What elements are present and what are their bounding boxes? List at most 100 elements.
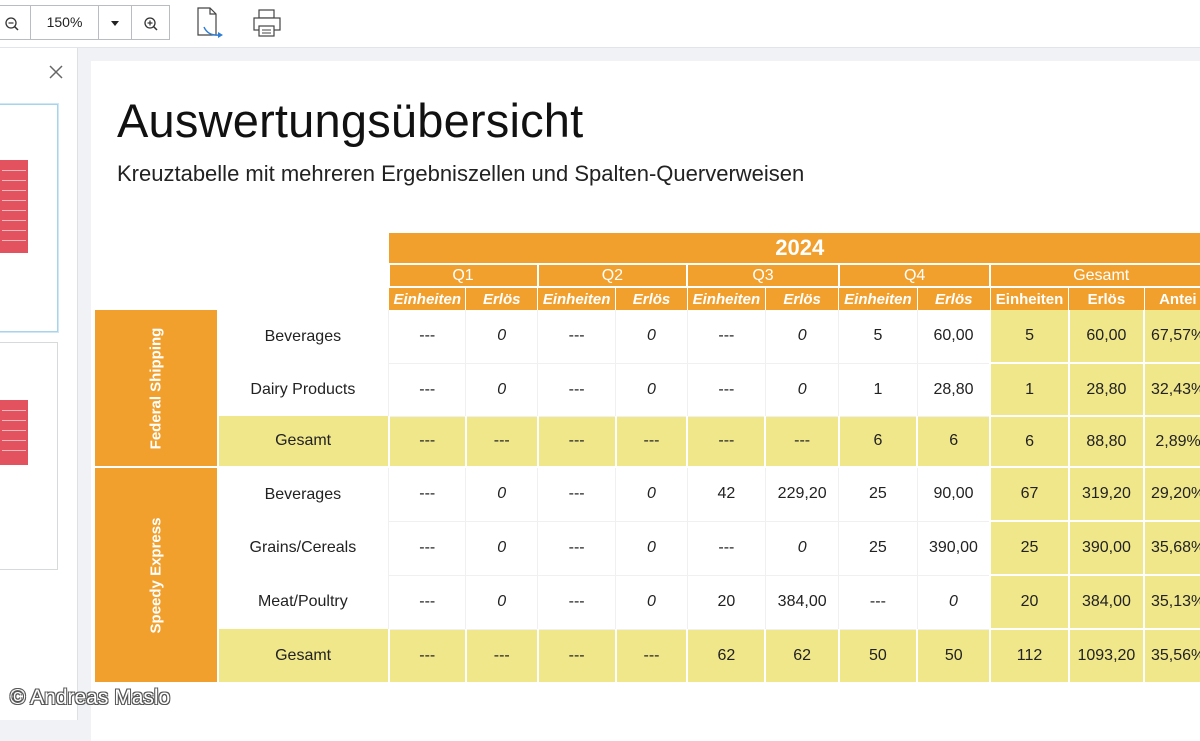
measure-header: Einheiten: [686, 287, 766, 310]
table-cell: ---: [388, 575, 466, 630]
thumbnail-table-preview: [0, 160, 28, 253]
page-title: Auswertungsübersicht: [117, 94, 584, 147]
table-cell: ---: [536, 629, 616, 684]
table-cell: 62: [764, 629, 839, 684]
table-cell: 0: [465, 521, 538, 576]
table-row: Federal Shipping Beverages --- 0 --- 0 --- 0 5 60…: [95, 310, 1200, 468]
table-cell: 0: [465, 467, 538, 522]
table-cell: ---: [764, 416, 839, 468]
table-cell: 6: [916, 416, 991, 468]
measure-header: Einheiten: [536, 287, 616, 310]
export-document-icon: [197, 7, 223, 38]
thumbnail-sidebar: [0, 48, 78, 720]
table-cell: 384,00: [764, 575, 839, 630]
group-label-cell: Speedy Express: [95, 467, 218, 684]
table-cell: 29,20%: [1143, 467, 1200, 522]
row-label: Dairy Products: [217, 363, 389, 416]
toolbar: 150%: [0, 0, 1200, 48]
table-cell: 50: [837, 629, 918, 684]
table-cell: 0: [615, 363, 688, 417]
table-cell: 62: [686, 629, 766, 684]
report-page: Auswertungsübersicht Kreuztabelle mit me…: [91, 61, 1200, 741]
subtotal-row: Gesamt --- --- --- --- --- --- 6 6 6 88,80 2,89%: [95, 416, 1200, 468]
total-measure-header: Einheiten: [989, 287, 1069, 310]
table-cell: 20: [989, 575, 1069, 630]
table-cell: 0: [764, 363, 839, 417]
quarter-header: Q4: [837, 264, 991, 288]
table-cell: 28,80: [916, 363, 991, 417]
table-cell: 25: [838, 467, 918, 522]
table-cell: 6: [837, 416, 918, 468]
table-cell: 0: [615, 467, 688, 522]
print-button[interactable]: [249, 5, 285, 41]
zoom-out-button[interactable]: [0, 5, 31, 40]
row-label: Gesamt: [216, 629, 389, 684]
table-cell: 384,00: [1067, 575, 1145, 630]
table-cell: ---: [464, 416, 538, 468]
table-cell: 5: [989, 310, 1069, 364]
zoom-in-button[interactable]: [132, 5, 170, 40]
table-cell: 35,68%: [1143, 521, 1200, 576]
zoom-out-icon: [5, 17, 19, 31]
table-row: Speedy Express Beverages --- 0 --- 0 42 229,20 2…: [95, 467, 1200, 684]
table-cell: ---: [536, 363, 616, 417]
table-cell: ---: [686, 363, 766, 417]
table-cell: 0: [764, 521, 839, 576]
thumbnail-table-preview: [0, 400, 28, 465]
table-cell: 35,56%: [1143, 629, 1200, 684]
table-cell: ---: [388, 310, 466, 364]
table-cell: ---: [686, 416, 766, 468]
table-cell: ---: [614, 416, 688, 468]
table-cell: 5: [838, 310, 918, 364]
table-cell: 25: [989, 521, 1069, 576]
total-header: Gesamt: [989, 264, 1200, 288]
table-cell: 0: [615, 521, 688, 576]
table-cell: 2,89%: [1143, 416, 1200, 468]
chevron-down-icon: [111, 21, 119, 26]
table-cell: 60,00: [916, 310, 991, 364]
table-cell: ---: [388, 521, 466, 576]
zoom-level-field[interactable]: 150%: [31, 5, 99, 40]
table-cell: ---: [387, 629, 466, 684]
crosstab-table: 2024 Q1 Q2 Q3 Q4 Gesamt Einheiten Erlös Einhei…: [95, 233, 1200, 684]
table-cell: ---: [536, 310, 616, 364]
table-cell: 67: [989, 467, 1069, 522]
measure-header: Erlös: [615, 287, 688, 310]
table-cell: ---: [686, 521, 766, 576]
close-sidebar-button[interactable]: [46, 62, 66, 82]
table-cell: 0: [465, 575, 538, 630]
row-label: Gesamt: [216, 416, 389, 468]
table-cell: ---: [686, 310, 766, 364]
table-cell: 390,00: [1067, 521, 1145, 576]
row-label: Meat/Poultry: [217, 575, 389, 629]
zoom-dropdown-button[interactable]: [99, 5, 132, 40]
measure-header: Einheiten: [388, 287, 466, 310]
table-cell: 112: [989, 629, 1069, 684]
table-cell: 0: [764, 310, 839, 364]
table-cell: 390,00: [916, 521, 991, 576]
table-cell: 42: [686, 467, 766, 522]
page-thumbnail-2[interactable]: [0, 342, 58, 570]
table-cell: 0: [465, 363, 538, 417]
row-label: Beverages: [217, 310, 389, 363]
table-cell: 229,20: [764, 467, 839, 522]
table-cell: 0: [615, 575, 688, 630]
subtotal-row: Gesamt --- --- --- --- 62 62 50 50 112 1093,20 35,5…: [95, 629, 1200, 684]
table-cell: 0: [916, 575, 991, 630]
row-label: Grains/Cereals: [217, 521, 389, 575]
page-thumbnail-1[interactable]: [0, 104, 58, 332]
table-cell: ---: [388, 363, 466, 417]
quarter-header: Q1: [387, 264, 538, 288]
page-subtitle: Kreuztabelle mit mehreren Ergebniszellen…: [117, 161, 805, 186]
quarter-header: Q2: [536, 264, 688, 288]
table-cell: ---: [536, 575, 616, 630]
table-cell: ---: [388, 467, 466, 522]
group-label: Speedy Express: [147, 517, 165, 633]
close-icon: [49, 65, 63, 79]
table-row: Dairy Products --- 0 --- 0 --- 0 1 28,80 1 28,80 32…: [95, 363, 1200, 417]
table-cell: 90,00: [916, 467, 991, 522]
table-row: Grains/Cereals --- 0 --- 0 --- 0 25 390,00 25 390,…: [95, 521, 1200, 576]
table-cell: 20: [686, 575, 766, 630]
measure-header: Erlös: [764, 287, 839, 310]
export-button[interactable]: [192, 5, 228, 41]
